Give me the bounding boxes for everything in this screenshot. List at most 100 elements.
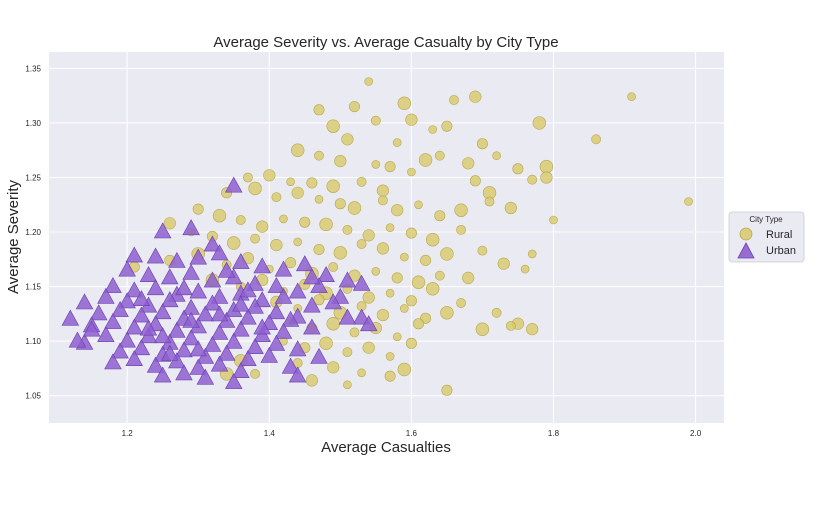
urban-point	[175, 341, 193, 358]
urban-point	[160, 268, 179, 285]
rural-point	[371, 266, 381, 276]
rural-point	[192, 203, 204, 215]
rural-point	[313, 294, 325, 306]
rural-point	[462, 271, 475, 285]
rural-point	[319, 217, 333, 232]
rural-point	[250, 233, 260, 244]
rural-point	[405, 337, 417, 349]
x-tick-label: 1.2	[122, 429, 134, 438]
urban-point	[303, 268, 321, 285]
urban-point	[210, 244, 229, 261]
urban-point	[253, 257, 271, 274]
urban-point	[146, 356, 165, 373]
rural-point	[527, 249, 537, 259]
rural-point	[484, 196, 495, 207]
rural-point	[270, 239, 283, 252]
y-tick-label: 1.05	[25, 392, 41, 401]
rural-point	[426, 233, 440, 247]
x-tick-label: 2.0	[690, 429, 702, 438]
rural-point	[526, 323, 539, 336]
rural-point	[441, 384, 453, 396]
rural-point	[227, 236, 241, 250]
urban-point	[267, 276, 286, 293]
rural-point	[684, 197, 693, 206]
urban-point	[210, 287, 229, 304]
urban-point	[359, 315, 378, 332]
urban-point	[217, 261, 236, 278]
rural-point	[305, 374, 319, 387]
urban-point	[168, 321, 186, 338]
urban-point	[168, 251, 186, 268]
urban-point	[246, 297, 264, 314]
rural-point	[313, 244, 325, 256]
legend-title: City Type	[749, 215, 783, 224]
rural-point	[263, 169, 276, 182]
urban-point	[203, 235, 222, 252]
rural-point	[362, 229, 375, 242]
urban-point	[182, 263, 200, 280]
rural-point	[476, 138, 488, 150]
rural-point	[362, 291, 375, 304]
rural-point	[454, 203, 468, 217]
rural-point	[279, 214, 288, 224]
urban-point	[118, 331, 136, 348]
legend-rural-marker	[739, 227, 753, 241]
legend-rural-label: Rural	[766, 229, 792, 241]
urban-point	[239, 350, 257, 367]
rural-point	[326, 179, 340, 193]
urban-point	[104, 353, 122, 370]
rural-point	[449, 95, 459, 105]
data-points	[61, 77, 693, 396]
rural-point	[434, 270, 445, 281]
rural-point	[242, 172, 253, 183]
urban-point	[274, 287, 293, 304]
urban-point	[232, 295, 250, 312]
urban-point	[246, 274, 264, 291]
urban-point	[267, 303, 286, 320]
urban-point	[224, 176, 243, 193]
urban-point	[246, 338, 264, 355]
urban-point	[295, 255, 314, 272]
rural-point	[356, 176, 367, 187]
rural-point	[549, 215, 558, 225]
rural-point	[376, 308, 390, 322]
rural-point	[469, 90, 482, 103]
rural-point	[384, 161, 396, 173]
urban-point	[153, 327, 172, 344]
urban-point	[310, 276, 328, 293]
rural-point	[333, 246, 347, 260]
legend-urban-label: Urban	[766, 245, 796, 257]
rural-point	[356, 239, 367, 249]
rural-point	[334, 155, 347, 168]
rural-point	[271, 192, 282, 202]
urban-point	[310, 347, 328, 364]
rural-point	[163, 217, 176, 230]
urban-point	[352, 308, 371, 325]
rural-point	[405, 113, 418, 126]
urban-point	[288, 282, 307, 299]
x-tick-label: 1.6	[406, 429, 418, 438]
urban-point	[175, 364, 193, 381]
rural-point	[411, 275, 426, 289]
legend: City Type Rural Urban	[728, 211, 805, 263]
rural-point	[399, 304, 409, 313]
rural-point	[492, 151, 501, 160]
urban-point	[146, 247, 165, 264]
urban-point	[274, 260, 293, 277]
rural-point	[327, 361, 340, 374]
urban-point	[274, 322, 293, 339]
urban-point	[281, 310, 300, 327]
rural-point	[364, 77, 374, 86]
rural-point	[341, 133, 354, 146]
rural-point	[456, 224, 466, 235]
urban-point	[303, 296, 321, 313]
rural-point	[306, 177, 318, 189]
urban-point	[104, 312, 122, 329]
y-tick-label: 1.35	[25, 64, 41, 73]
rural-point	[385, 223, 395, 232]
rural-point	[397, 362, 411, 377]
rural-point	[441, 120, 453, 132]
urban-point	[182, 329, 200, 346]
urban-point	[153, 303, 172, 320]
tick-labels: 1.2 1.4 1.6 1.8 2.0 1.05 1.10 1.15 1.20 1.25 1.30 1…	[25, 64, 701, 438]
